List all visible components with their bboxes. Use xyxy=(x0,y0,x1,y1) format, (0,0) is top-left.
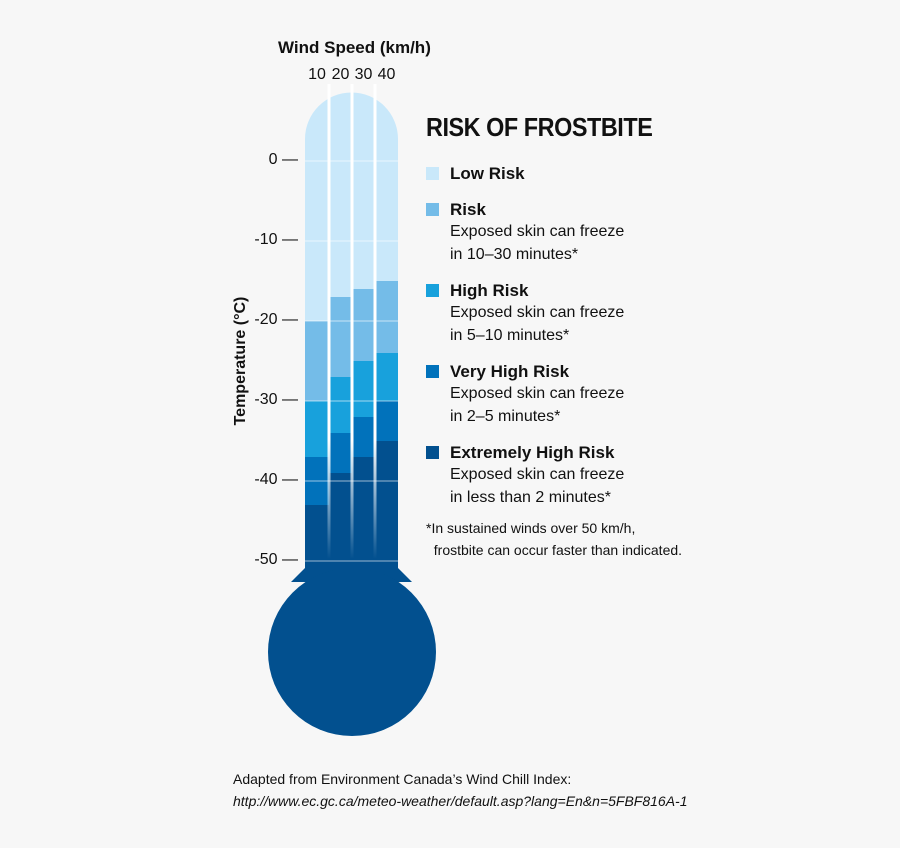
thermometer-bulb xyxy=(268,568,436,736)
legend-swatch xyxy=(426,203,439,216)
bar-segment-20kmh-very-high-risk xyxy=(329,433,352,473)
legend-description: Exposed skin can freeze xyxy=(450,385,625,402)
legend-description: in less than 2 minutes* xyxy=(450,489,611,506)
legend-swatch xyxy=(426,365,439,378)
bar-segment-40kmh-low-risk xyxy=(375,92,398,281)
y-tick-label: -10 — xyxy=(254,231,298,248)
bar-segment-20kmh-low-risk xyxy=(329,92,352,297)
source-url: http://www.ec.gc.ca/meteo-weather/defaul… xyxy=(233,793,688,809)
x-tick-label: 10 xyxy=(308,66,326,83)
x-tick-label: 20 xyxy=(331,66,350,83)
legend-label: Risk xyxy=(450,200,486,219)
column-divider xyxy=(373,84,377,559)
legend-swatch xyxy=(426,167,439,180)
legend-label: Extremely High Risk xyxy=(450,443,615,462)
column-bars xyxy=(305,92,398,578)
legend-description: in 5–10 minutes* xyxy=(450,327,570,344)
legend-description: in 2–5 minutes* xyxy=(450,408,561,425)
source-line-1: Adapted from Environment Canada’s Wind C… xyxy=(233,771,572,787)
bar-segment-10kmh-extremely-high-risk xyxy=(305,505,329,578)
bar-segment-30kmh-low-risk xyxy=(352,92,375,289)
bar-segment-40kmh-extremely-high-risk xyxy=(375,441,398,578)
bar-segment-10kmh-risk xyxy=(305,321,329,401)
column-divider xyxy=(327,84,331,559)
bar-segment-20kmh-risk xyxy=(329,297,352,377)
bar-segment-30kmh-very-high-risk xyxy=(352,417,375,457)
legend-description: Exposed skin can freeze xyxy=(450,466,625,483)
legend-description: Exposed skin can freeze xyxy=(450,304,625,321)
bar-segment-30kmh-risk xyxy=(352,289,375,361)
column-dividers xyxy=(327,84,377,559)
legend-description: Exposed skin can freeze xyxy=(450,223,625,240)
footnote: *In sustained winds over 50 km/h, frostb… xyxy=(426,520,683,558)
x-tick-label: 30 xyxy=(354,66,373,83)
legend-label: Very High Risk xyxy=(450,362,570,381)
bar-segment-30kmh-extremely-high-risk xyxy=(352,457,375,578)
y-axis-title: Temperature (°C) xyxy=(232,296,249,426)
x-tick-label: 40 xyxy=(377,66,396,83)
bar-segment-40kmh-risk xyxy=(375,281,398,353)
y-tick-label: -40 — xyxy=(254,471,298,488)
bar-segment-10kmh-low-risk xyxy=(305,92,329,321)
column-divider xyxy=(350,84,354,559)
legend-label: Low Risk xyxy=(450,164,525,183)
y-tick-label: 0 — xyxy=(268,151,298,168)
legend-swatch xyxy=(426,284,439,297)
y-tick-label: -30 — xyxy=(254,391,298,408)
legend-label: High Risk xyxy=(450,281,529,300)
bar-segment-20kmh-high-risk xyxy=(329,377,352,433)
bar-segment-30kmh-high-risk xyxy=(352,361,375,417)
y-tick-label: -50 — xyxy=(254,551,298,568)
legend-description: in 10–30 minutes* xyxy=(450,246,579,263)
x-axis-title: Wind Speed (km/h) xyxy=(278,38,431,57)
bar-segment-20kmh-extremely-high-risk xyxy=(329,473,352,578)
bar-segment-40kmh-very-high-risk xyxy=(375,401,398,441)
legend-swatch xyxy=(426,446,439,459)
chart-title: RISK OF FROSTBITE xyxy=(426,112,653,142)
bar-segment-40kmh-high-risk xyxy=(375,353,398,401)
y-tick-label: -20 — xyxy=(254,311,298,328)
bar-segment-10kmh-high-risk xyxy=(305,401,329,457)
